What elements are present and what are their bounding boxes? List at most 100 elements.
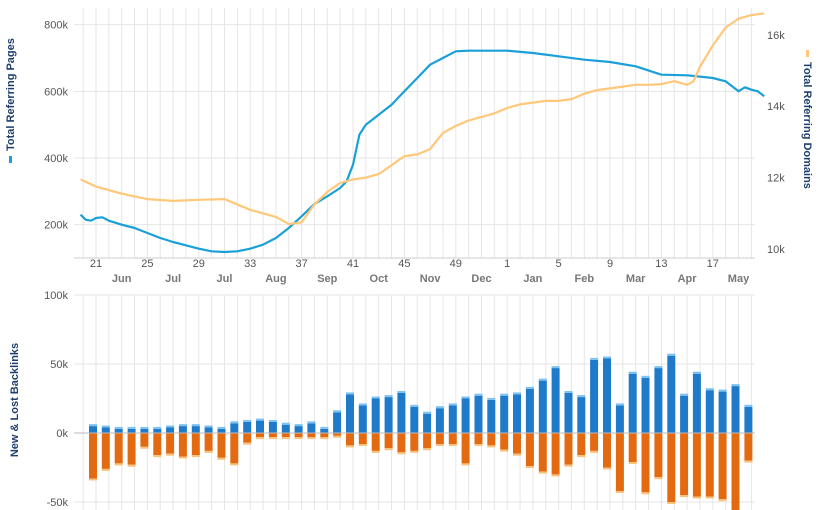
week-tick-label: 33: [244, 258, 256, 270]
lost-backlinks-bar-cap: [294, 437, 303, 440]
left-tick-label: 400k: [44, 153, 68, 165]
month-tick-label: Sep: [317, 273, 337, 285]
new-backlinks-bar: [384, 397, 393, 433]
new-backlinks-bar-cap: [487, 397, 496, 400]
new-backlinks-bar-cap: [307, 421, 316, 424]
lost-backlinks-bar: [346, 433, 354, 446]
new-backlinks-bar: [153, 428, 162, 433]
new-backlinks-bar-cap: [474, 393, 483, 396]
pages-legend-swatch: [9, 156, 12, 163]
lost-backlinks-bar-cap: [281, 437, 290, 440]
new-backlinks-bar-cap: [397, 391, 406, 393]
new-backlinks-bar: [731, 386, 740, 433]
new-backlinks-bar: [577, 397, 586, 433]
lost-backlinks-bar: [256, 433, 264, 438]
new-backlinks-bar-cap: [371, 396, 380, 399]
lost-backlinks-bar-cap: [628, 462, 637, 464]
new-backlinks-bar: [114, 428, 123, 433]
new-backlinks-bar: [680, 395, 689, 433]
new-backlinks-bar: [281, 424, 290, 433]
new-backlinks-bar-cap: [294, 424, 303, 427]
lost-backlinks-bar: [384, 433, 393, 449]
new-backlinks-bar-cap: [166, 425, 175, 428]
lost-backlinks-bar: [435, 433, 444, 444]
referring-pages-line: [79, 49, 765, 254]
lost-backlinks-bar: [577, 433, 586, 456]
lost-backlinks-bar: [101, 433, 110, 469]
right-tick-label: 12k: [767, 173, 785, 185]
new-backlinks-bar: [397, 393, 406, 433]
lost-backlinks-bar-cap: [435, 444, 444, 446]
lost-backlinks-bar: [680, 433, 689, 496]
lost-backlinks-bar: [333, 433, 342, 436]
new-backlinks-bar-cap: [603, 356, 611, 359]
week-tick-label: 17: [707, 258, 719, 270]
top-left-axis-ticks: 200k 400k 600k 800k: [44, 20, 68, 232]
lost-backlinks-bar-cap: [153, 455, 162, 458]
new-backlinks-bar: [243, 422, 252, 433]
month-tick-label: Aug: [265, 273, 286, 285]
lost-backlinks-bar: [410, 433, 419, 451]
lost-backlinks-bar-cap: [127, 464, 136, 467]
new-backlinks-bar-cap: [101, 425, 110, 428]
new-backlinks-bar-cap: [525, 386, 534, 389]
left-tick-label: 800k: [44, 20, 68, 32]
lost-backlinks-bar: [564, 433, 573, 465]
month-tick-label: Oct: [370, 273, 389, 285]
lost-backlinks-bar-cap: [615, 491, 624, 493]
lost-backlinks-bar: [667, 433, 676, 502]
lost-backlinks-bar: [358, 433, 367, 444]
lost-backlinks-bar-cap: [474, 444, 483, 446]
lost-backlinks-bar-cap: [397, 452, 406, 455]
lost-backlinks-bar-cap: [718, 499, 727, 502]
lost-backlinks-bar: [243, 433, 252, 443]
new-backlinks-bar-cap: [590, 357, 599, 360]
new-backlinks-bar-cap: [551, 366, 560, 369]
lost-backlinks-bar: [474, 433, 483, 444]
lost-backlinks-bar: [178, 433, 187, 457]
new-backlinks-bar-cap: [667, 353, 676, 356]
lost-backlinks-bar-cap: [178, 456, 187, 459]
new-backlinks-bar-cap: [191, 424, 200, 427]
new-backlinks-bar-cap: [333, 410, 342, 413]
week-tick-label: 1: [504, 258, 510, 270]
new-backlinks-bar: [307, 423, 316, 433]
lost-backlinks-bar: [268, 433, 277, 438]
referring-domains-line: [80, 12, 765, 226]
new-backlinks-bar-cap: [461, 396, 470, 399]
lost-backlinks-bar-cap: [590, 450, 599, 453]
new-backlinks-bar: [705, 390, 714, 433]
new-backlinks-bar: [564, 393, 573, 433]
new-backlinks-bar: [333, 412, 342, 433]
new-backlinks-bar-cap: [384, 395, 393, 398]
lost-backlinks-bar-cap: [680, 495, 689, 498]
backlinks-axis-label: New & Lost Backlinks: [9, 343, 21, 457]
top-chart: 200k 400k 600k 800k 10k 12k 14k 16k 21 25 29 33 37…: [5, 8, 813, 285]
lost-backlinks-bar-cap: [204, 450, 213, 453]
lost-backlinks-bar: [230, 433, 239, 464]
new-backlinks-bar-cap: [114, 426, 123, 429]
top-right-axis-title: Total Referring Domains: [801, 50, 813, 189]
lost-backlinks-bar-cap: [307, 437, 316, 440]
new-backlinks-bar: [268, 422, 277, 433]
bottom-tick-label: 0k: [56, 428, 68, 440]
lost-backlinks-bar: [654, 433, 663, 478]
week-tick-label: 49: [450, 258, 462, 270]
top-right-axis-ticks: 10k 12k 14k 16k: [767, 30, 785, 256]
lost-backlinks-bar-cap: [346, 445, 354, 448]
month-tick-label: Dec: [471, 273, 491, 285]
new-backlinks-bar-cap: [423, 411, 432, 414]
lost-backlinks-bar: [692, 433, 701, 497]
lost-backlinks-bar-cap: [371, 450, 380, 453]
new-backlinks-bar: [371, 398, 380, 433]
new-backlinks-bar-cap: [731, 384, 740, 387]
left-tick-label: 200k: [44, 220, 68, 232]
top-grid: [74, 8, 755, 259]
lost-backlinks-bar: [371, 433, 380, 451]
month-tick-label: Nov: [420, 273, 442, 285]
lost-backlinks-bar-cap: [166, 453, 175, 456]
week-tick-label: 37: [295, 258, 307, 270]
week-tick-label: 25: [141, 258, 153, 270]
new-backlinks-bar: [628, 373, 637, 433]
top-lines: [79, 12, 765, 254]
